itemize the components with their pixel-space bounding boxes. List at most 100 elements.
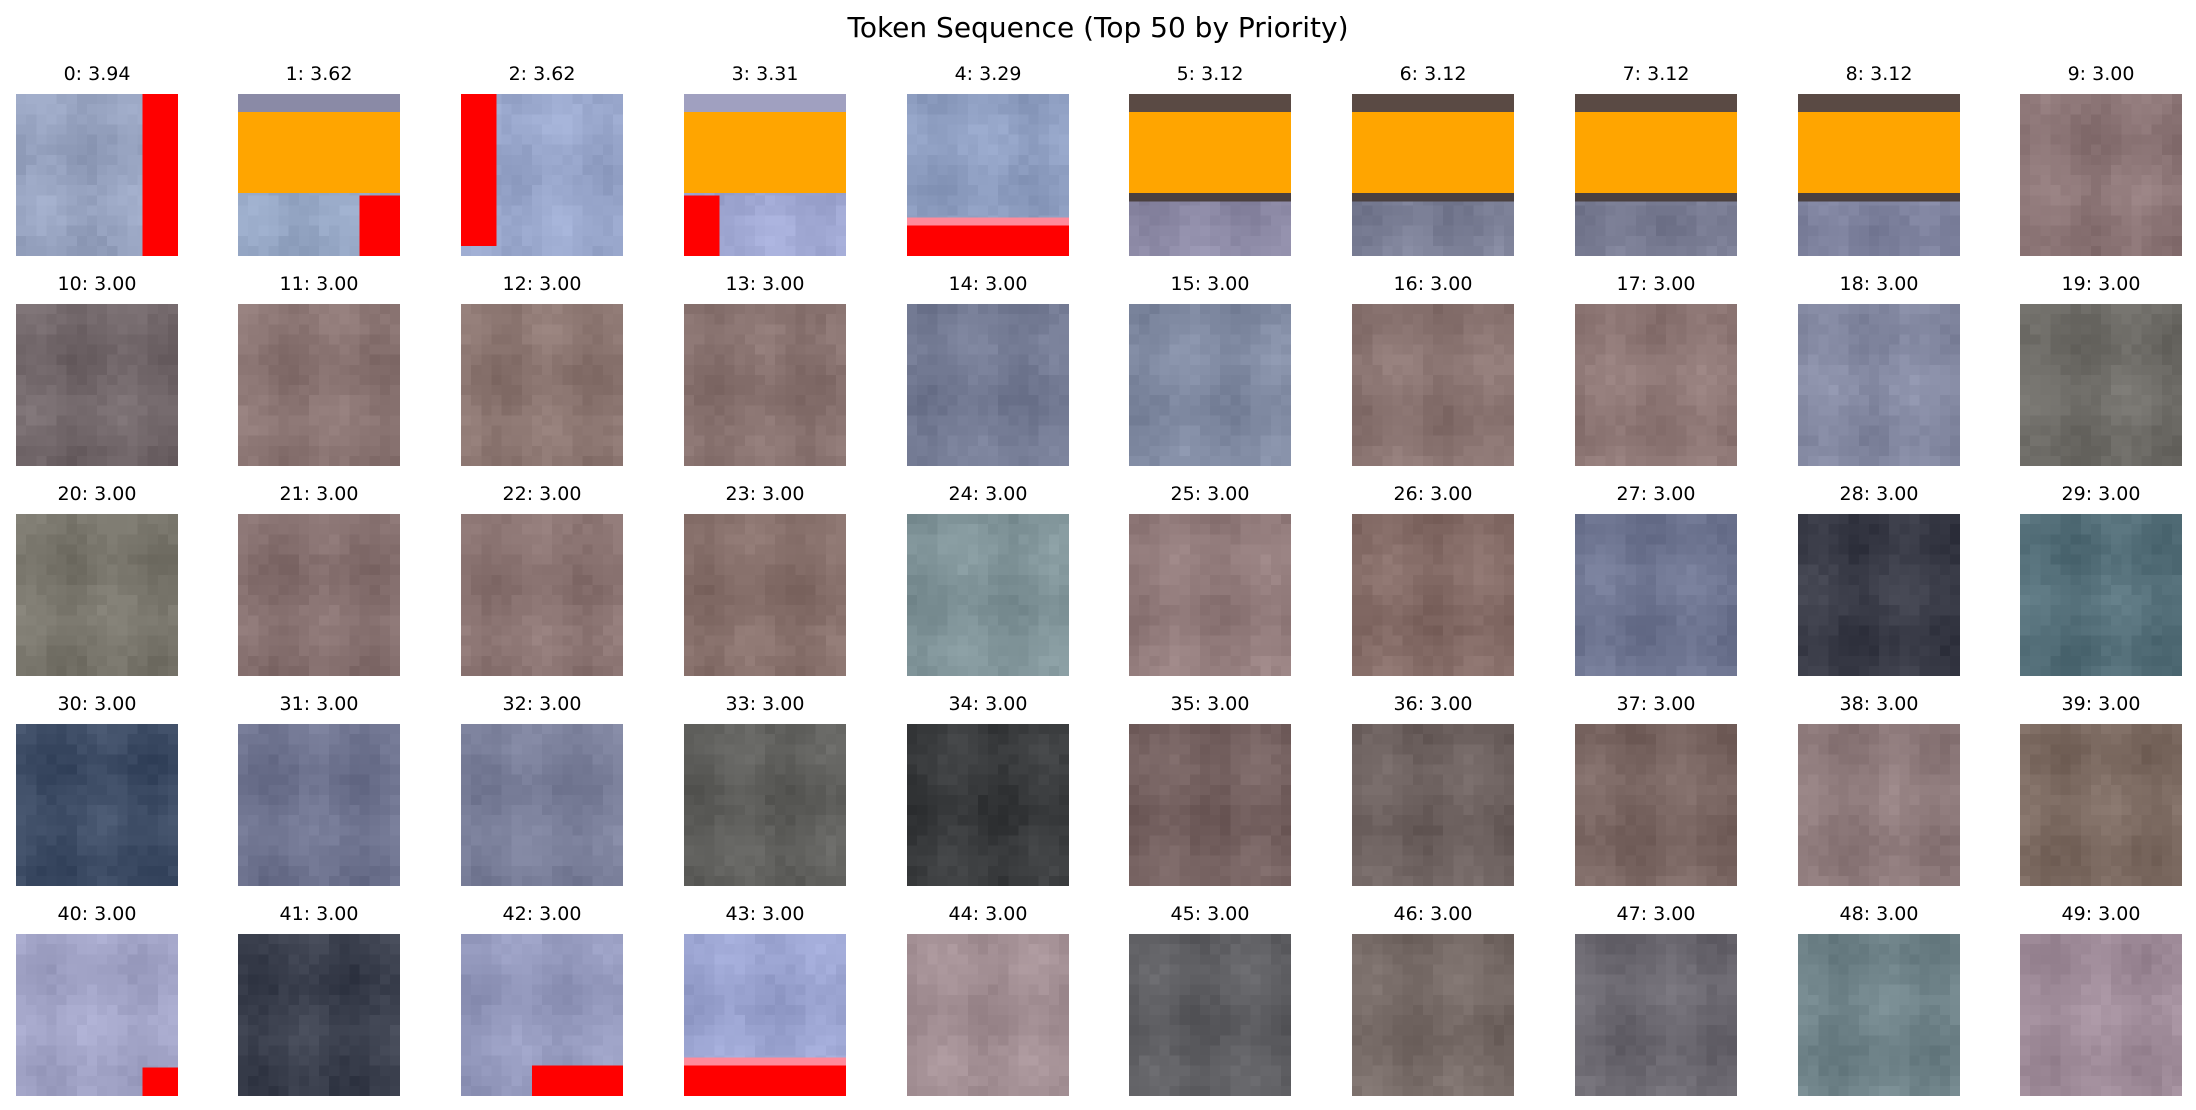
red-marker xyxy=(531,1065,623,1096)
token-label: 20: 3.00 xyxy=(57,483,137,505)
token-patch xyxy=(238,304,400,466)
token-patch-image xyxy=(907,94,1069,256)
token-label: 30: 3.00 xyxy=(57,693,137,715)
orange-band xyxy=(238,112,400,194)
token-label: 0: 3.94 xyxy=(63,63,131,85)
token-patch-image xyxy=(16,514,178,676)
token-patch-image xyxy=(1575,304,1737,466)
token-patch xyxy=(1129,304,1291,466)
token-patch-image xyxy=(1129,94,1291,256)
token-patch-image xyxy=(2020,724,2182,886)
token-patch xyxy=(907,514,1069,676)
token-label: 19: 3.00 xyxy=(2061,273,2141,295)
token-label: 38: 3.00 xyxy=(1839,693,1919,715)
token-label: 34: 3.00 xyxy=(948,693,1028,715)
token-patch-image xyxy=(238,304,400,466)
token-patch xyxy=(16,94,178,256)
token-patch-image xyxy=(461,514,623,676)
token-patch-image xyxy=(2020,934,2182,1096)
token-patch xyxy=(16,724,178,886)
orange-band xyxy=(1129,112,1291,194)
token-label: 5: 3.12 xyxy=(1176,63,1244,85)
token-label: 3: 3.31 xyxy=(731,63,799,85)
token-patch xyxy=(907,724,1069,886)
token-patch-image xyxy=(461,724,623,886)
token-label: 6: 3.12 xyxy=(1399,63,1467,85)
token-patch xyxy=(1352,934,1514,1096)
token-label: 16: 3.00 xyxy=(1393,273,1473,295)
token-label: 1: 3.62 xyxy=(285,63,353,85)
token-patch xyxy=(238,514,400,676)
token-patch-image xyxy=(1352,94,1514,256)
token-label: 33: 3.00 xyxy=(725,693,805,715)
token-patch xyxy=(1352,514,1514,676)
token-label: 46: 3.00 xyxy=(1393,903,1473,925)
token-patch-image xyxy=(684,94,846,256)
token-patch-image xyxy=(1798,724,1960,886)
chart-title: Token Sequence (Top 50 by Priority) xyxy=(847,11,1349,44)
token-label: 25: 3.00 xyxy=(1170,483,1250,505)
token-patch-image xyxy=(1575,514,1737,676)
token-patch-image xyxy=(16,94,178,256)
token-patch-image xyxy=(1352,514,1514,676)
token-patch-image xyxy=(684,934,846,1096)
token-label: 49: 3.00 xyxy=(2061,903,2141,925)
token-patch xyxy=(1352,724,1514,886)
token-patch xyxy=(907,94,1069,256)
token-patch xyxy=(1575,304,1737,466)
token-patch-image xyxy=(1575,724,1737,886)
token-label: 43: 3.00 xyxy=(725,903,805,925)
token-label: 40: 3.00 xyxy=(57,903,137,925)
token-patch xyxy=(16,514,178,676)
token-patch-image xyxy=(461,94,623,256)
token-label: 15: 3.00 xyxy=(1170,273,1250,295)
token-patch-image xyxy=(16,934,178,1096)
token-patch-image xyxy=(684,514,846,676)
token-patch-image xyxy=(1798,304,1960,466)
orange-band xyxy=(1798,112,1960,194)
token-patch-image xyxy=(907,304,1069,466)
token-label: 22: 3.00 xyxy=(502,483,582,505)
token-patch xyxy=(1798,304,1960,466)
token-label: 13: 3.00 xyxy=(725,273,805,295)
token-label: 35: 3.00 xyxy=(1170,693,1250,715)
token-patch-image xyxy=(1798,514,1960,676)
token-patch xyxy=(461,94,623,256)
red-marker xyxy=(142,94,178,256)
token-label: 37: 3.00 xyxy=(1616,693,1696,715)
token-label: 7: 3.12 xyxy=(1622,63,1690,85)
orange-band xyxy=(684,112,846,194)
token-patch xyxy=(2020,94,2182,256)
token-label: 12: 3.00 xyxy=(502,273,582,295)
token-patch-image xyxy=(1129,934,1291,1096)
token-patch-image xyxy=(684,304,846,466)
token-patch xyxy=(2020,724,2182,886)
token-patch-image xyxy=(1798,934,1960,1096)
red-marker xyxy=(907,225,1069,256)
token-patch-image xyxy=(16,724,178,886)
token-patch xyxy=(907,304,1069,466)
token-patch-image xyxy=(907,934,1069,1096)
token-label: 41: 3.00 xyxy=(279,903,359,925)
token-label: 26: 3.00 xyxy=(1393,483,1473,505)
token-patch xyxy=(1129,94,1291,256)
orange-band xyxy=(1575,112,1737,194)
token-patch xyxy=(684,724,846,886)
token-label: 48: 3.00 xyxy=(1839,903,1919,925)
token-label: 39: 3.00 xyxy=(2061,693,2141,715)
token-label: 45: 3.00 xyxy=(1170,903,1250,925)
token-patch-image xyxy=(1129,304,1291,466)
token-label: 17: 3.00 xyxy=(1616,273,1696,295)
orange-band xyxy=(1352,112,1514,194)
token-patch-image xyxy=(1798,94,1960,256)
token-label: 24: 3.00 xyxy=(948,483,1028,505)
token-patch-image xyxy=(907,514,1069,676)
token-patch-image xyxy=(2020,94,2182,256)
token-label: 29: 3.00 xyxy=(2061,483,2141,505)
token-patch-image xyxy=(2020,514,2182,676)
token-patch xyxy=(1352,304,1514,466)
token-patch xyxy=(684,304,846,466)
token-patch xyxy=(684,94,846,256)
token-label: 2: 3.62 xyxy=(508,63,576,85)
token-patch xyxy=(1575,724,1737,886)
